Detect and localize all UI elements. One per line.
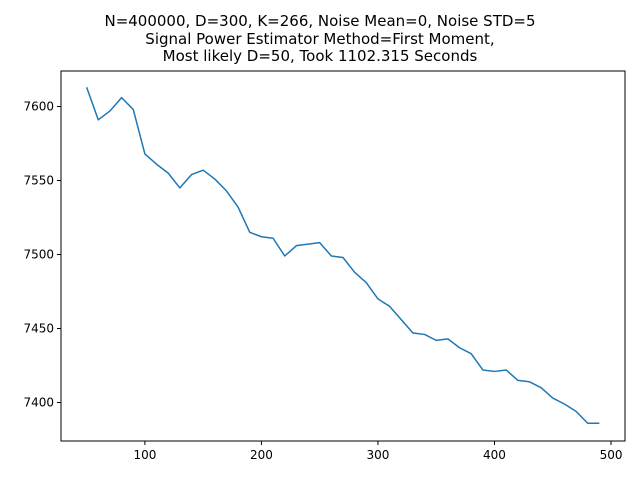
x-tick-label: 200 — [250, 448, 273, 462]
chart-title-line-1: N=400000, D=300, K=266, Noise Mean=0, No… — [104, 12, 536, 30]
y-tick-label: 7600 — [23, 100, 54, 114]
y-tick-label: 7450 — [23, 322, 54, 336]
y-tick-label: 7550 — [23, 174, 54, 188]
y-tick-label: 7400 — [23, 396, 54, 410]
x-tick-label: 300 — [367, 448, 390, 462]
y-tick-label: 7500 — [23, 248, 54, 262]
x-tick-label: 400 — [483, 448, 506, 462]
chart-title-line-3: Most likely D=50, Took 1102.315 Seconds — [162, 47, 478, 65]
series-layer — [85, 87, 600, 424]
x-tick-label: 500 — [600, 448, 623, 462]
x-axis: 100 200 300 400 500 — [133, 441, 622, 462]
x-tick-label: 100 — [133, 448, 156, 462]
axes-frame — [60, 70, 626, 442]
series-line — [85, 87, 600, 424]
chart-title-line-2: Signal Power Estimator Method=First Mome… — [145, 30, 495, 48]
y-axis: 7400 7450 7500 7550 7600 — [23, 100, 61, 410]
